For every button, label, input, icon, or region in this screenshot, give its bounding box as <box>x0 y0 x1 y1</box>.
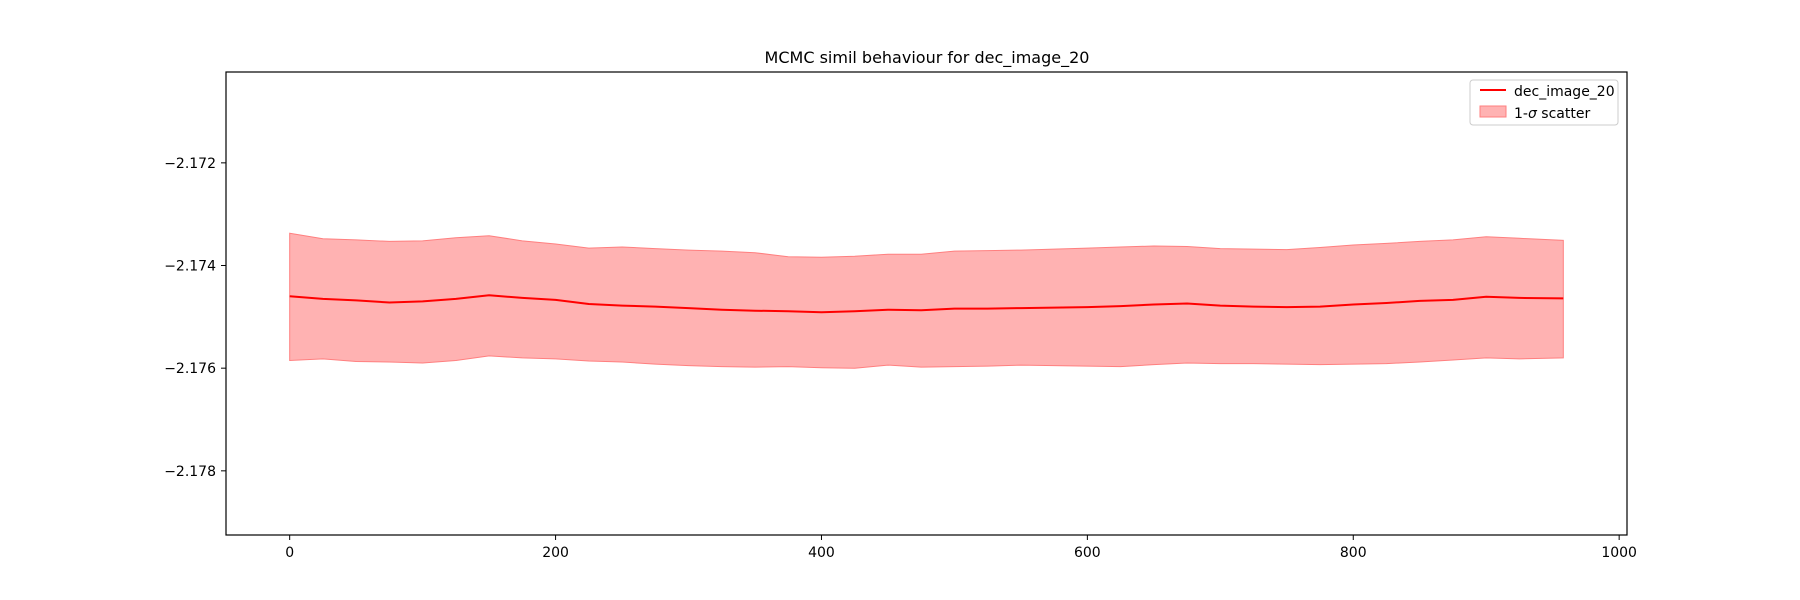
series-line <box>289 294 1564 314</box>
legend-band-label-suffix: scatter <box>1537 106 1591 122</box>
y-tick-label: −2.174 <box>164 259 216 275</box>
x-tick-label: 0 <box>285 545 294 561</box>
legend-band-swatch <box>1479 105 1507 118</box>
x-tick-label: 400 <box>808 545 835 561</box>
y-tick-label: −2.172 <box>164 156 216 172</box>
legend-band-label-prefix: 1- <box>1514 106 1528 122</box>
x-tick-label: 600 <box>1074 545 1101 561</box>
scatter-band-layer <box>289 232 1564 369</box>
legend-label-line: dec_image_20 <box>1514 84 1615 100</box>
y-tick-label: −2.178 <box>164 464 216 480</box>
y-axis: −2.178 −2.176 −2.174 −2.172 <box>164 156 226 480</box>
x-tick-label: 800 <box>1340 545 1367 561</box>
chart-title: MCMC simil behaviour for dec_image_20 <box>765 48 1090 68</box>
x-tick-label: 1000 <box>1601 545 1637 561</box>
scatter-band <box>289 232 1564 369</box>
x-tick-label: 200 <box>542 545 569 561</box>
legend-label-band: 1-σ scatter <box>1514 106 1590 122</box>
x-axis: 0 200 400 600 800 1000 <box>285 535 1637 561</box>
y-tick-label: −2.176 <box>164 361 216 377</box>
legend-band-label-sigma: σ <box>1528 106 1538 122</box>
series-line-layer <box>289 294 1564 314</box>
plot-area-frame <box>225 71 1628 536</box>
legend: dec_image_20 1-σ scatter <box>1469 79 1619 126</box>
legend-box <box>1469 79 1619 126</box>
